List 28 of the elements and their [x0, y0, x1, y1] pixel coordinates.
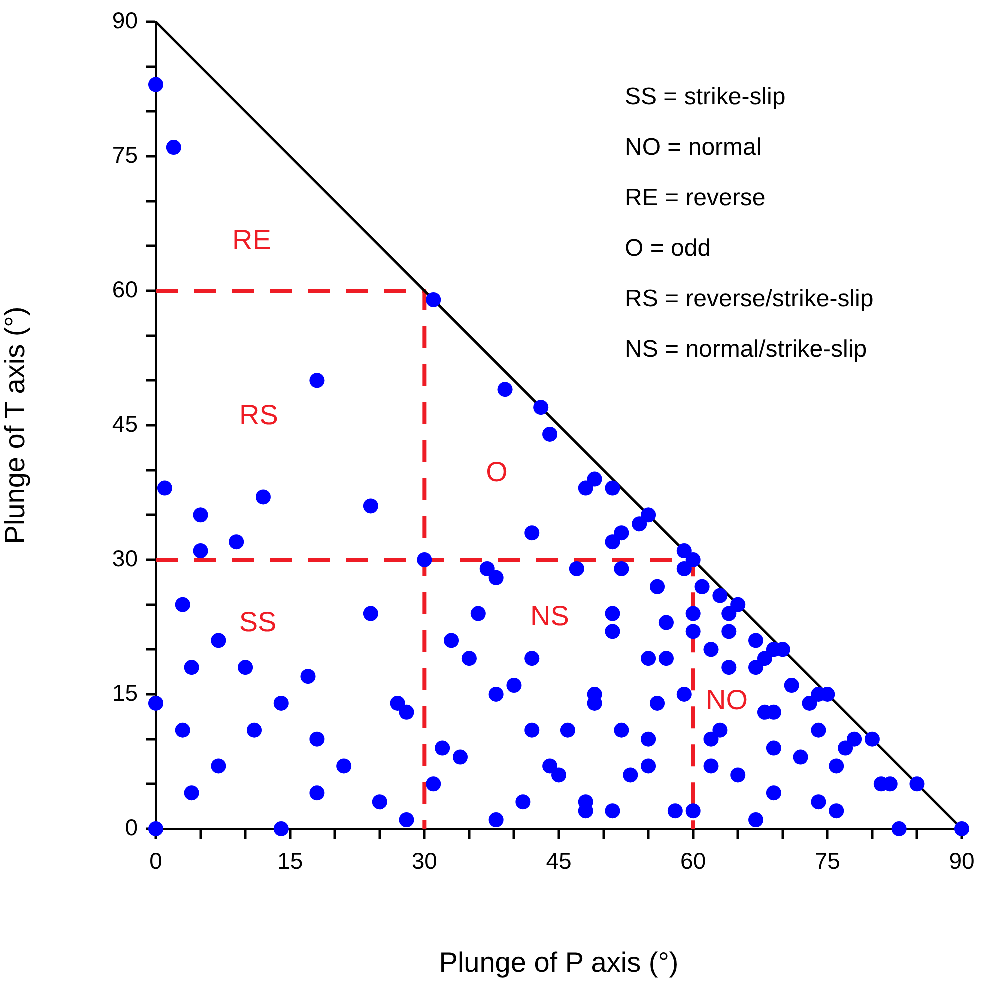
- y-tick-label: 15: [112, 680, 138, 706]
- x-tick-label: 30: [412, 848, 438, 874]
- y-tick-label: 30: [112, 545, 138, 572]
- y-tick-label: 60: [112, 276, 138, 302]
- annotation: SS = strike-slip: [625, 84, 786, 111]
- annotation: RS = reverse/strike-slip: [625, 286, 874, 313]
- x-tick-label: 90: [949, 848, 975, 874]
- annotation: NS: [530, 600, 570, 632]
- x-tick-label: 45: [546, 848, 572, 874]
- annotation: O: [486, 456, 508, 488]
- x-tick-label: 0: [150, 848, 162, 874]
- x-axis-title: Plunge of P axis (°): [439, 946, 679, 978]
- y-tick-label: 0: [125, 814, 138, 840]
- annotation: SS: [239, 606, 277, 638]
- x-tick-label: 60: [680, 848, 706, 874]
- annotation: RS: [240, 400, 278, 431]
- annotation: O = odd: [625, 235, 712, 262]
- annotation: NO = normal: [625, 134, 762, 162]
- annotation: RE = reverse: [625, 184, 766, 212]
- y-tick-label: 45: [112, 410, 138, 437]
- y-tick-label: 75: [112, 142, 138, 168]
- annotation: RE: [232, 224, 272, 256]
- annotation: NS = normal/strike-slip: [625, 336, 868, 364]
- y-tick-label: 90: [112, 7, 138, 34]
- annotation: NO: [706, 684, 748, 716]
- x-tick-label: 75: [814, 848, 840, 874]
- x-tick-label: 15: [278, 848, 304, 874]
- y-axis-title: Plunge of T axis (°): [0, 306, 31, 544]
